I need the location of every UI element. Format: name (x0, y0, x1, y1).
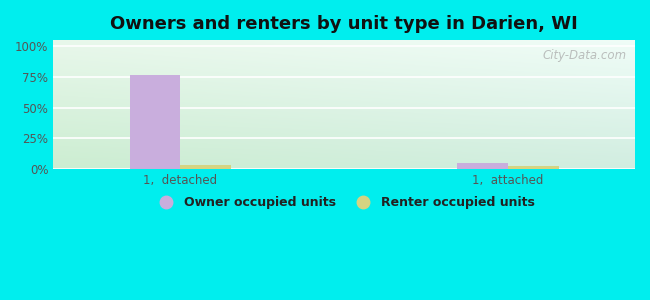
Bar (181, 165, 231, 169)
Bar (508, 166, 558, 169)
Title: Owners and renters by unit type in Darien, WI: Owners and renters by unit type in Darie… (111, 15, 578, 33)
Bar (129, 75, 181, 169)
Text: City-Data.com: City-Data.com (542, 49, 626, 62)
Legend: Owner occupied units, Renter occupied units: Owner occupied units, Renter occupied un… (149, 191, 540, 214)
Bar (457, 163, 508, 169)
